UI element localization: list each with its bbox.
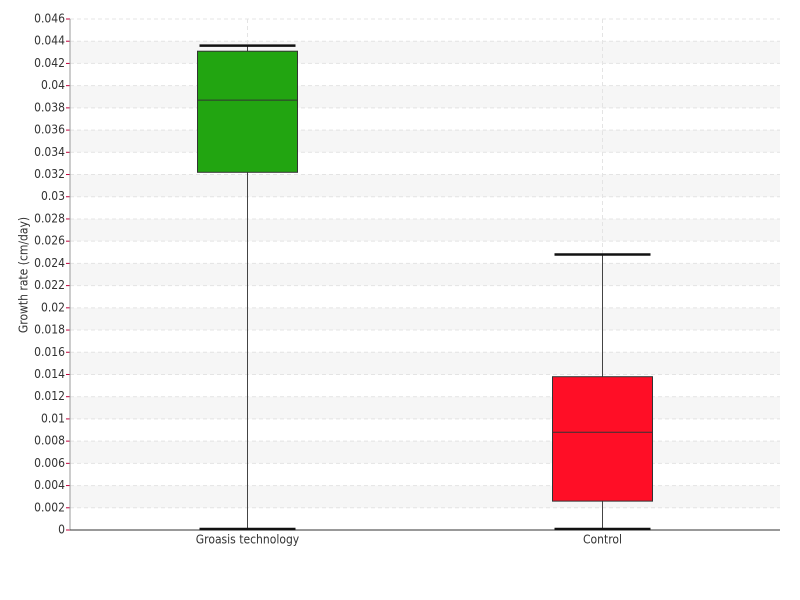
grid-band [70,130,780,153]
grid-band [70,263,780,286]
y-tick-label: 0.002 [34,500,65,514]
grid-band [70,218,780,242]
y-tick-label: 0.01 [41,411,65,425]
y-tick-label: 0.034 [34,145,65,159]
y-tick-label: 0.018 [34,323,65,337]
y-tick-label: 0.03 [41,189,65,203]
box [197,50,298,173]
y-tick-label: 0.024 [34,256,65,270]
y-tick-label: 0.006 [34,456,65,470]
grid-band [70,307,780,331]
grid-band [70,441,780,464]
y-tick-label: 0.008 [34,434,65,448]
grid-band [70,85,780,108]
grid-band [70,485,780,508]
box [552,376,653,502]
y-tick-label: 0.044 [34,34,65,48]
grid-band [70,396,780,419]
grid-band [70,352,780,375]
y-tick-label: 0 [58,523,65,537]
grid-band [70,41,780,64]
y-tick-label: 0.016 [34,345,65,359]
y-tick-label: 0.012 [34,389,65,403]
y-tick-label: 0.042 [34,56,65,70]
y-tick-label: 0.046 [34,12,65,26]
y-tick-label: 0.022 [34,278,65,292]
y-tick-label: 0.04 [41,78,65,92]
x-tick-label: Control [583,533,622,547]
y-tick-label: 0.038 [34,100,65,114]
grid-band [70,174,780,197]
y-axis-label: Growth rate (cm/day) [17,217,31,333]
y-tick-label: 0.026 [34,234,65,248]
y-tick-label: 0.036 [34,123,65,137]
x-tick-label: Groasis technology [196,533,300,547]
y-tick-label: 0.014 [34,367,65,381]
y-tick-label: 0.028 [34,211,65,225]
y-tick-label: 0.004 [34,478,65,492]
y-tick-label: 0.02 [41,300,65,314]
y-tick-label: 0.032 [34,167,65,181]
